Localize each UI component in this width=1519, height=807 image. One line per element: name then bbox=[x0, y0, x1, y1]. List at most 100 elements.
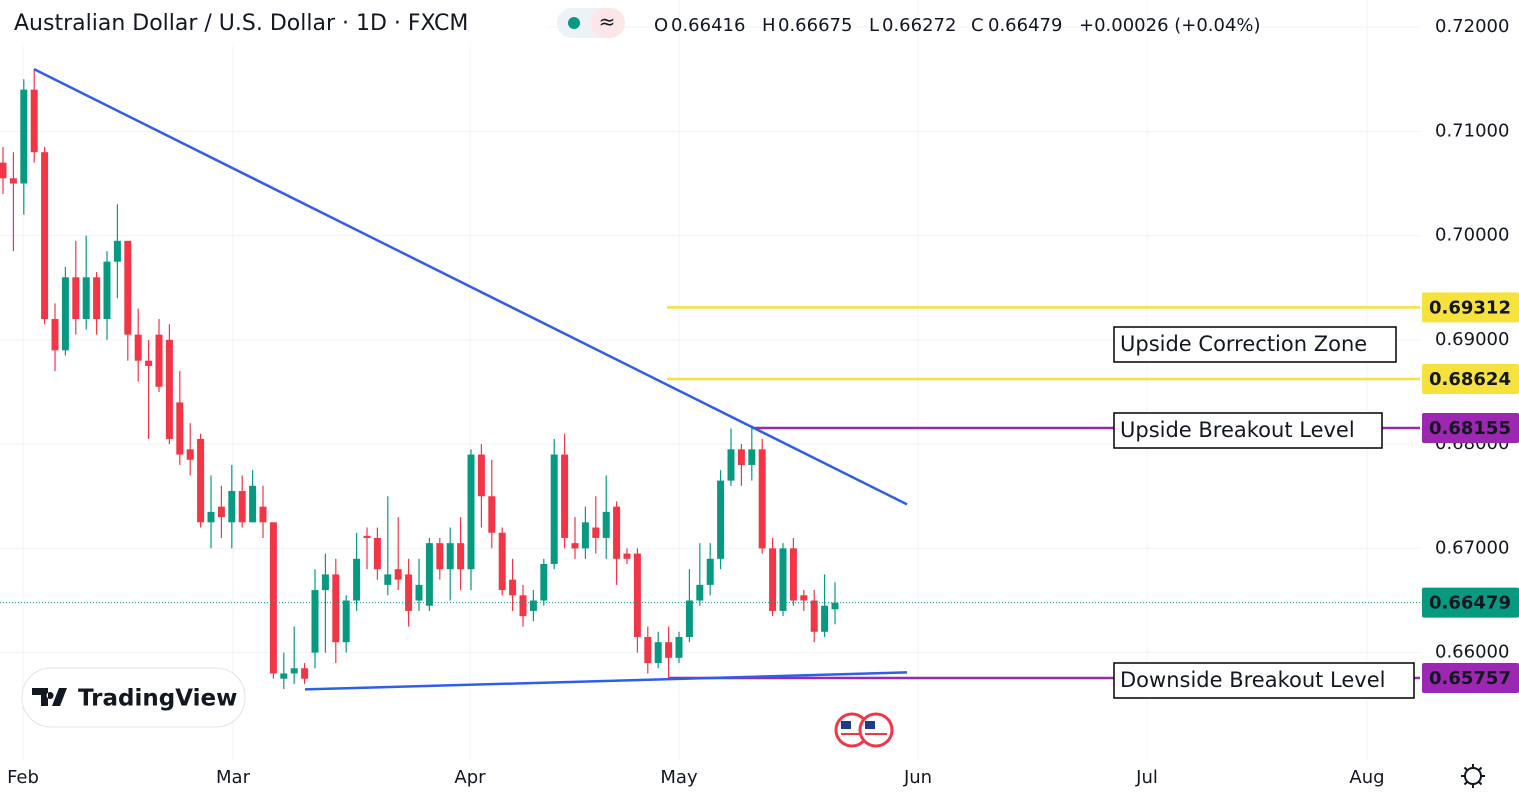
candle-body bbox=[779, 548, 787, 611]
candle-body bbox=[280, 673, 288, 679]
price-label-bg bbox=[1422, 364, 1519, 395]
candle-body bbox=[72, 277, 80, 320]
candle-body bbox=[124, 240, 132, 335]
ohlc-value: 0.66479 bbox=[988, 15, 1062, 36]
candle-body bbox=[519, 595, 527, 617]
y-tick-label: 0.71000 bbox=[1435, 120, 1509, 141]
annotation-text: Upside Breakout Level bbox=[1120, 418, 1355, 442]
candle-body bbox=[717, 480, 725, 559]
x-tick-label: Aug bbox=[1349, 767, 1384, 788]
logo-mark bbox=[32, 688, 67, 706]
trendline bbox=[33, 68, 908, 506]
candle-body bbox=[290, 668, 298, 674]
candle-body bbox=[509, 579, 517, 596]
candle-body bbox=[373, 537, 381, 570]
ohlc-key: C bbox=[971, 15, 984, 36]
candle-body bbox=[644, 636, 652, 664]
ohlc-key: H bbox=[762, 15, 776, 36]
candle-body bbox=[446, 543, 454, 570]
candle-body bbox=[831, 602, 839, 610]
candle-body bbox=[0, 162, 7, 179]
candle-body bbox=[613, 506, 621, 559]
candle-body bbox=[165, 339, 173, 439]
price-label: 0.66479 bbox=[1429, 593, 1511, 614]
candle-body bbox=[415, 584, 423, 601]
settings-tooth bbox=[1477, 766, 1483, 772]
price-label: 0.68155 bbox=[1429, 418, 1511, 439]
candle-body bbox=[696, 584, 704, 601]
annotation-text: Downside Breakout Level bbox=[1120, 668, 1385, 692]
ohlc-value: 0.66272 bbox=[882, 15, 956, 36]
x-tick-label: Jun bbox=[903, 767, 932, 788]
candle-body bbox=[41, 152, 49, 320]
candle-body bbox=[737, 449, 745, 465]
candle-body bbox=[800, 595, 808, 601]
ohlc-key: L bbox=[869, 15, 879, 36]
annotation-box bbox=[1113, 326, 1397, 363]
candle-body bbox=[249, 485, 257, 523]
candle-body bbox=[477, 454, 485, 497]
candle-body bbox=[61, 277, 69, 351]
candle-body bbox=[821, 605, 829, 632]
ohlc-key: O bbox=[654, 15, 668, 36]
x-tick-label: Jul bbox=[1135, 767, 1158, 788]
x-tick-label: Feb bbox=[7, 767, 39, 788]
candle-body bbox=[321, 574, 329, 591]
settings-tooth bbox=[1477, 780, 1483, 786]
candle-body bbox=[145, 360, 153, 366]
candle-body bbox=[82, 277, 90, 320]
change-value: +0.00026 (+0.04%) bbox=[1079, 15, 1261, 36]
y-tick-label: 0.67000 bbox=[1435, 537, 1509, 558]
x-tick-label: May bbox=[660, 767, 698, 788]
y-tick-label: 0.70000 bbox=[1435, 225, 1509, 246]
chart-title: Australian Dollar / U.S. Dollar · 1D · F… bbox=[14, 11, 468, 36]
price-label-bg bbox=[1422, 587, 1519, 618]
annotation-box bbox=[1113, 662, 1415, 699]
annotation-box bbox=[1113, 412, 1383, 449]
candle-body bbox=[654, 642, 662, 664]
candle-body bbox=[602, 511, 610, 538]
candle-body bbox=[353, 558, 361, 601]
settings-tooth bbox=[1463, 766, 1469, 772]
logo-box bbox=[21, 667, 246, 728]
price-label-bg bbox=[1422, 292, 1519, 323]
y-tick-label: 0.69000 bbox=[1435, 329, 1509, 350]
x-tick-label: Mar bbox=[216, 767, 251, 788]
candle-body bbox=[727, 449, 735, 481]
candle-body bbox=[134, 334, 142, 361]
settings-tooth bbox=[1463, 780, 1469, 786]
candle-body bbox=[311, 590, 319, 653]
candle-body bbox=[332, 574, 340, 643]
delay-icon: ≈ bbox=[599, 10, 616, 34]
candle-body bbox=[581, 522, 589, 549]
candle-body bbox=[217, 506, 225, 518]
event-flag-stripe bbox=[841, 721, 851, 729]
candle-body bbox=[342, 600, 350, 643]
trendline bbox=[304, 671, 908, 691]
event-flag[interactable] bbox=[858, 712, 894, 748]
candle-body bbox=[592, 527, 600, 538]
candle-body bbox=[498, 532, 506, 591]
candle-body bbox=[238, 491, 246, 523]
x-tick-label: Apr bbox=[454, 767, 486, 788]
candle-body bbox=[467, 454, 475, 570]
y-tick-label: 0.72000 bbox=[1435, 16, 1509, 37]
candle-body bbox=[197, 438, 205, 523]
price-label: 0.65757 bbox=[1429, 668, 1511, 689]
candle-body bbox=[103, 261, 111, 320]
annotation-text: Upside Correction Zone bbox=[1120, 332, 1367, 356]
candle-body bbox=[9, 178, 17, 184]
candle-body bbox=[769, 548, 777, 611]
price-label: 0.69312 bbox=[1429, 297, 1511, 318]
status-pill-right bbox=[591, 8, 625, 38]
y-tick-label: 0.66000 bbox=[1435, 642, 1509, 663]
candle-body bbox=[675, 636, 683, 658]
candle-body bbox=[633, 553, 641, 637]
candle-body bbox=[748, 449, 756, 465]
candle-body bbox=[20, 89, 28, 184]
candle-body bbox=[30, 89, 38, 153]
candle-body bbox=[758, 449, 766, 549]
candle-body bbox=[789, 548, 797, 601]
settings-icon[interactable] bbox=[1464, 767, 1482, 785]
